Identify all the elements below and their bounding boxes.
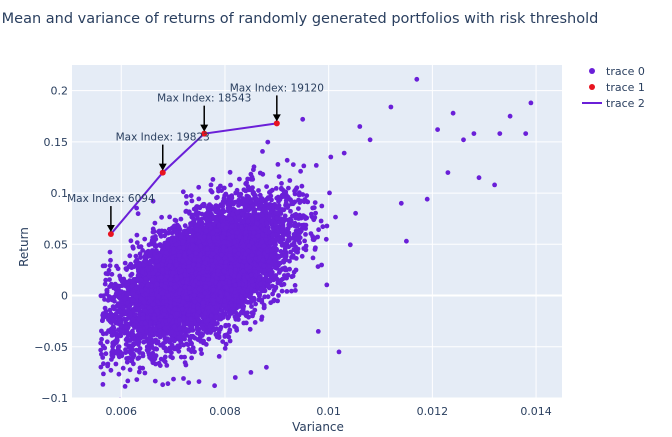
trace-0-point [108,263,113,268]
trace-0-point [151,227,156,232]
trace-0-point [105,339,110,344]
trace-0-point [319,204,324,209]
trace-0-point [109,357,114,362]
trace-0-point [171,377,176,382]
trace-0-point [124,267,129,272]
trace-0-point [301,164,306,169]
trace-0-point [135,233,140,238]
trace-0-point [287,178,292,183]
trace-0-point [319,219,324,224]
trace-0-point [129,238,134,243]
trace-0-point [208,188,213,193]
trace-0-point [142,237,147,242]
trace-0-point [198,347,203,352]
trace-0-point [126,345,131,350]
trace-0-point [114,264,119,269]
trace-0-point [293,283,298,288]
trace-0-point [104,351,109,356]
trace-0-point [184,201,189,206]
trace-0-point [277,174,282,179]
trace-0-point [294,268,299,273]
trace-0-point [276,162,281,167]
trace-0-point [353,211,358,216]
trace-0-point [311,256,316,261]
trace-0-point [153,221,158,226]
trace-0-point [199,351,204,356]
trace-0-point [217,354,222,359]
trace-0-point [182,355,187,360]
trace-0-point [223,346,228,351]
trace-0-point [127,253,132,258]
trace-0-point [249,304,254,309]
trace-0-point [291,201,296,206]
trace-0-point [123,384,128,389]
trace-0-point [279,187,284,192]
trace-0-point [143,371,148,376]
trace-0-point [297,213,302,218]
trace-0-point [327,191,332,196]
trace-0-point [313,200,318,205]
trace-0-point [103,263,108,268]
trace-0-point [125,379,130,384]
trace-0-point [224,342,229,347]
trace-0-point [128,367,133,372]
trace-0-point [303,232,308,237]
trace-0-point [302,239,307,244]
trace-0-point [101,372,106,377]
trace-0-point [114,362,119,367]
trace-0-point [325,224,330,229]
trace-0-point [99,352,104,357]
trace-0-point [324,283,329,288]
trace-0-point [196,185,201,190]
trace-0-point [179,217,184,222]
trace-0-point [117,372,122,377]
trace-0-point [196,197,201,202]
trace-0-point [228,170,233,175]
trace-0-point [101,382,106,387]
trace-0-point [189,193,194,198]
trace-0-point [218,184,223,189]
trace-0-point [285,289,290,294]
trace-0-point [158,363,163,368]
trace-0-point [241,321,246,326]
